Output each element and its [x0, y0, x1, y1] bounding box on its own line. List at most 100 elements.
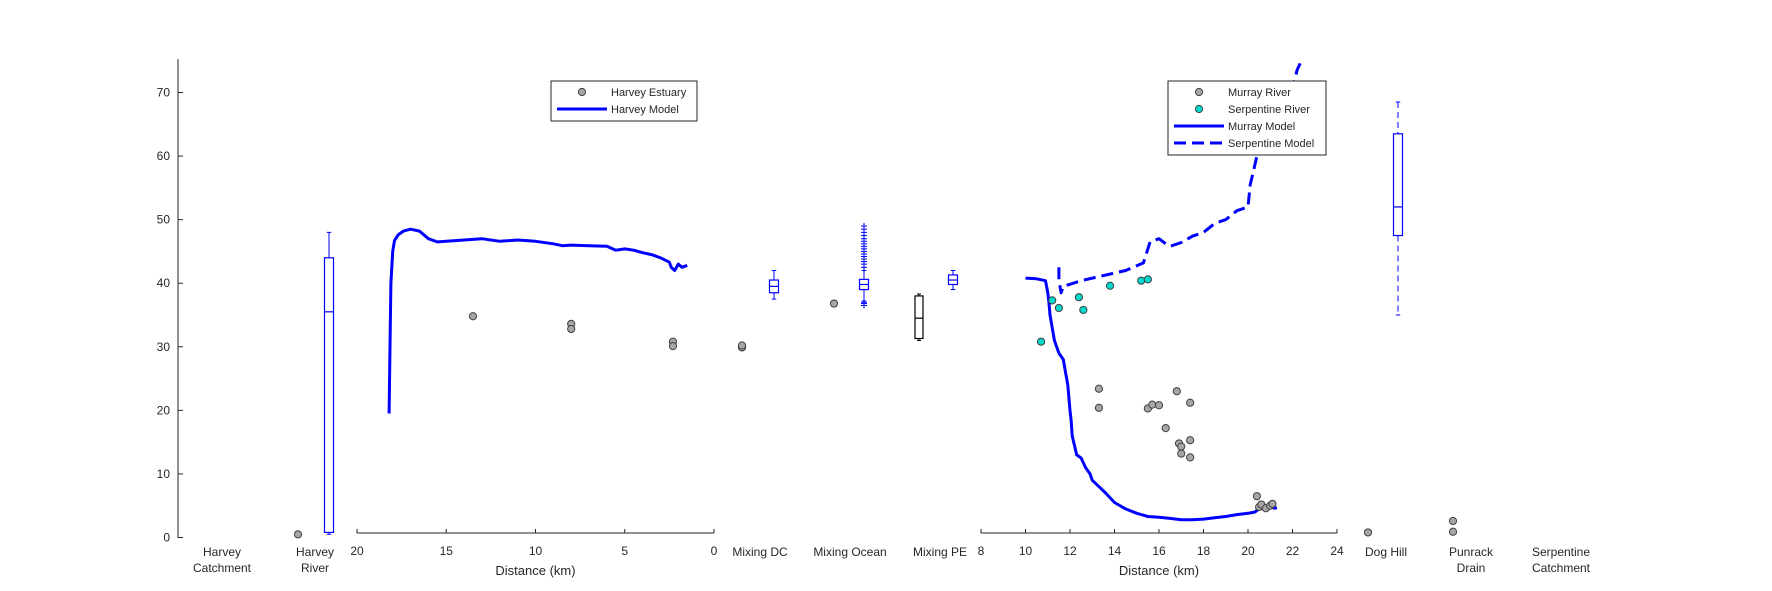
y-tick-label: 60 — [157, 149, 171, 163]
category-label: Serpentine — [1532, 545, 1590, 559]
y-tick-label: 20 — [157, 403, 171, 417]
harvey-estuary-point — [668, 342, 678, 351]
murray-river-point — [1186, 398, 1195, 407]
murray-river-point — [1268, 499, 1277, 508]
murray-x-tick-label: 20 — [1241, 544, 1255, 558]
legend-label: Harvey Estuary — [611, 87, 687, 99]
y-tick-label: 0 — [163, 531, 170, 545]
harvey-distance-axis: 20 15 10 5 0 Distance (km) — [350, 529, 718, 578]
category-label: River — [301, 561, 329, 575]
murray-river-point — [1094, 384, 1104, 393]
murray-river-point — [1177, 442, 1186, 451]
legend-murray: Murray River Serpentine River Murray Model… — [1167, 80, 1327, 156]
boxplot — [947, 270, 959, 291]
category-label: Mixing Ocean — [813, 545, 886, 559]
legend-marker — [577, 87, 587, 97]
category-label: Harvey — [296, 545, 334, 559]
murray-x-tick-label: 22 — [1286, 544, 1300, 558]
serpentine-river-point — [1048, 296, 1057, 305]
legend-entry: Harvey Model — [557, 104, 679, 116]
serpentine-river-point — [1079, 305, 1088, 315]
murray-river-point — [1177, 449, 1186, 458]
y-tick-label: 70 — [157, 86, 171, 100]
legend-entry: Murray River — [1194, 87, 1291, 99]
category-labels: Harvey Catchment Harvey River Mixing DC Mixin… — [193, 545, 1591, 575]
murray-river-point — [1161, 424, 1170, 433]
serpentine-river-point — [1105, 281, 1115, 290]
harvey-x-axis-title: Distance (km) — [495, 563, 575, 578]
legend-entry: Murray Model — [1174, 121, 1295, 133]
serpentine-river-point — [1036, 337, 1046, 346]
boxplot — [768, 270, 780, 300]
legend-label: Murray Model — [1228, 121, 1295, 133]
legend-label: Serpentine Model — [1228, 138, 1314, 150]
murray-x-tick-label: 18 — [1197, 544, 1211, 558]
legend-box — [550, 80, 698, 122]
legend-entry: Serpentine River — [1194, 104, 1310, 116]
serpentine-river-point — [1054, 303, 1063, 313]
legend-marker — [1194, 87, 1204, 97]
harvey-x-tick-label: 0 — [711, 544, 718, 558]
y-tick-label: 50 — [157, 213, 171, 227]
category-label: Catchment — [1532, 561, 1591, 575]
y-tick-label: 30 — [157, 340, 171, 354]
category-label: Drain — [1457, 561, 1486, 575]
murray-river-point — [1186, 453, 1195, 462]
harvey-x-tick-label: 10 — [529, 544, 543, 558]
category-label: Punrack — [1449, 545, 1494, 559]
murray-distance-axis: 8 10 12 14 16 18 20 22 24 Distance (km) — [978, 529, 1344, 578]
murray-model-line — [1025, 276, 1278, 522]
serpentine-river-point — [1143, 275, 1152, 284]
murray-x-tick-label: 24 — [1330, 544, 1344, 558]
observation-points — [293, 275, 1458, 539]
y-axis-ticks: 0 10 20 30 40 50 60 70 — [157, 86, 183, 545]
legend-entry: Serpentine Model — [1174, 138, 1314, 150]
boxplot-box — [1392, 133, 1404, 237]
harvey-estuary-point — [468, 312, 478, 321]
serpentine-river-point — [1137, 276, 1146, 285]
murray-x-tick-label: 14 — [1108, 544, 1122, 558]
y-tick-label: 10 — [157, 467, 171, 481]
category-label: Catchment — [193, 561, 252, 575]
murray-river-point — [1094, 403, 1104, 412]
harvey-x-tick-label: 15 — [440, 544, 454, 558]
site-point — [737, 341, 747, 350]
model-lines — [387, 60, 1303, 522]
murray-river-point — [1154, 401, 1164, 410]
site-point — [293, 530, 303, 539]
harvey-estuary-point — [567, 324, 576, 334]
category-label: Mixing PE — [913, 545, 967, 559]
harvey-x-tick-label: 5 — [621, 544, 628, 558]
murray-river-point — [1172, 387, 1181, 396]
site-point — [1448, 527, 1458, 536]
boxplot — [323, 231, 335, 535]
legend-marker — [1194, 104, 1204, 114]
category-label: Harvey — [203, 545, 241, 559]
serpentine-model-line — [1057, 60, 1303, 295]
harvey-x-tick-label: 20 — [350, 544, 364, 558]
category-label: Dog Hill — [1365, 545, 1407, 559]
murray-x-tick-label: 8 — [978, 544, 985, 558]
boxplot-box — [914, 295, 924, 340]
legend-label: Murray River — [1228, 87, 1291, 99]
murray-x-tick-label: 12 — [1063, 544, 1077, 558]
murray-river-point — [1148, 400, 1157, 409]
legend-label: Serpentine River — [1228, 104, 1310, 116]
murray-x-axis-title: Distance (km) — [1119, 563, 1199, 578]
boxplot-box — [323, 257, 335, 534]
murray-x-tick-label: 10 — [1019, 544, 1033, 558]
legend-entry: Harvey Estuary — [577, 87, 687, 99]
murray-river-point — [1186, 436, 1195, 445]
murray-x-tick-label: 16 — [1152, 544, 1166, 558]
boxplot — [1392, 101, 1404, 316]
harvey-model-line — [387, 227, 688, 414]
boxplots — [323, 101, 1404, 535]
site-point — [1448, 516, 1458, 526]
legend-harvey: Harvey Estuary Harvey Model — [550, 80, 698, 122]
boxplot — [858, 223, 870, 309]
legend-label: Harvey Model — [611, 104, 679, 116]
murray-river-point — [1252, 492, 1262, 501]
site-point — [829, 299, 839, 308]
boxplot — [914, 293, 924, 341]
serpentine-river-point — [1074, 293, 1084, 302]
